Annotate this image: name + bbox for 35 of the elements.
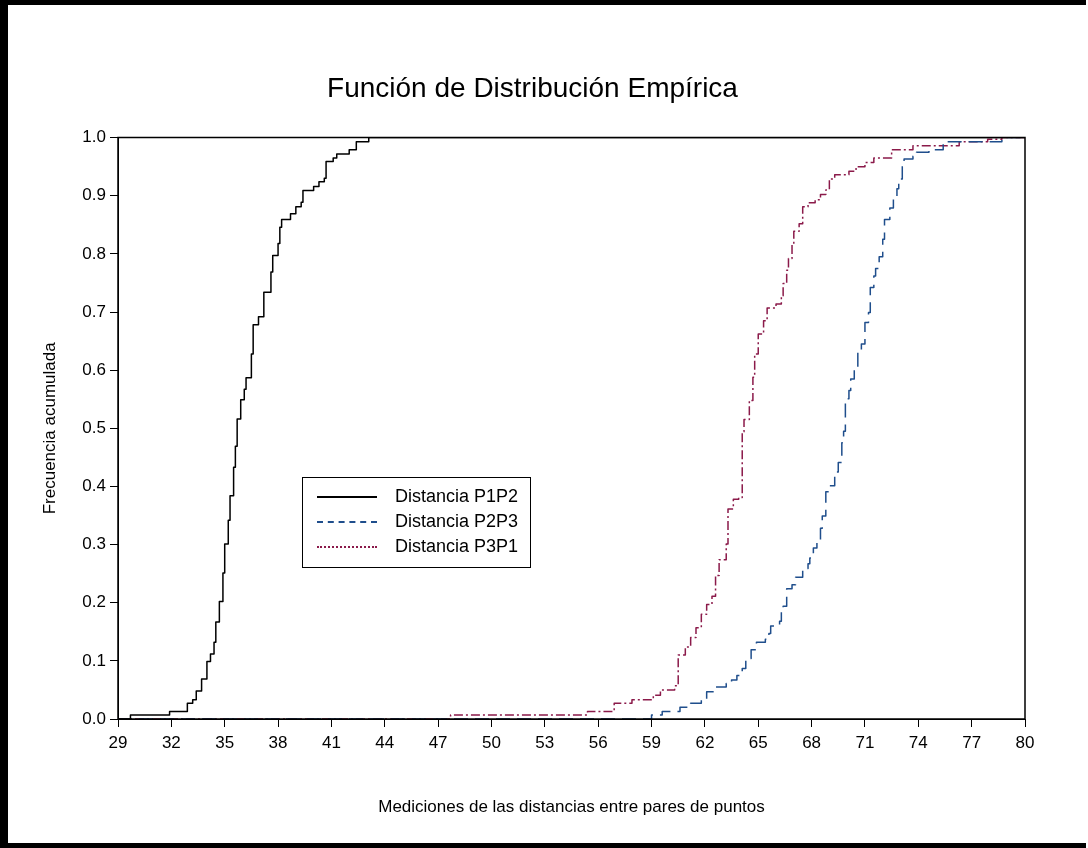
y-tick-label: 0.4 xyxy=(82,476,106,496)
x-tick-label: 65 xyxy=(748,732,768,752)
x-tick-label: 71 xyxy=(855,732,875,752)
x-tick-label: 35 xyxy=(215,732,235,752)
x-tick-label: 68 xyxy=(802,732,822,752)
x-tick-label: 47 xyxy=(428,732,448,752)
x-tick-label: 32 xyxy=(161,732,181,752)
x-tick-label: 50 xyxy=(482,732,501,752)
x-tick-label: 41 xyxy=(321,732,341,752)
y-tick-label: 1.0 xyxy=(82,127,106,147)
x-tick-label: 62 xyxy=(695,732,715,752)
legend-label: Distancia P3P1 xyxy=(395,536,519,557)
x-tick-label: 53 xyxy=(535,732,555,752)
y-tick-label: 0.7 xyxy=(82,301,106,321)
x-tick-label: 38 xyxy=(268,732,288,752)
legend-label: Distancia P2P3 xyxy=(395,511,519,532)
y-tick-label: 0.1 xyxy=(82,650,106,670)
x-tick-label: 56 xyxy=(588,732,608,752)
y-tick-label: 0.0 xyxy=(82,708,106,728)
y-tick-label: 0.2 xyxy=(82,592,106,612)
y-axis-title: Frecuencia acumulada xyxy=(39,341,59,515)
chart-title: Función de Distribución Empírica xyxy=(327,71,739,103)
y-tick-label: 0.8 xyxy=(82,243,106,263)
x-tick-label: 74 xyxy=(908,732,928,752)
x-tick-label: 29 xyxy=(108,732,128,752)
y-tick-label: 0.9 xyxy=(82,185,106,205)
x-tick-label: 59 xyxy=(642,732,661,752)
x-tick-label: 77 xyxy=(962,732,982,752)
y-tick-label: 0.6 xyxy=(82,359,106,379)
y-tick-label: 0.3 xyxy=(82,534,106,554)
x-tick-label: 80 xyxy=(1015,732,1035,752)
y-tick-label: 0.5 xyxy=(82,417,106,437)
x-tick-label: 44 xyxy=(375,732,395,752)
legend-label: Distancia P1P2 xyxy=(395,486,519,507)
x-axis-title: Mediciones de las distancias entre pares de puntos xyxy=(378,797,765,817)
